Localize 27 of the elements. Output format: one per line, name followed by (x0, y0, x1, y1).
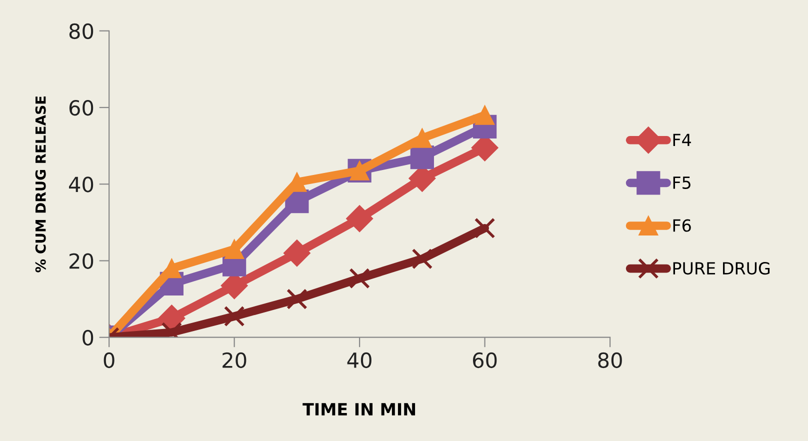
point (412, 248, 433, 270)
point (410, 145, 434, 170)
x-tick-label: 40 (347, 352, 372, 368)
point (346, 205, 374, 232)
y-tick-label: 0 (82, 330, 94, 346)
y-tick-label: 20 (70, 253, 94, 269)
point (224, 306, 245, 327)
y-tick-label: 80 (69, 23, 94, 40)
x-tick-label: 80 (598, 352, 622, 368)
y-tick-label: 40 (69, 176, 94, 192)
point (286, 288, 308, 310)
x-axis-title: TIME IN MIN (302, 403, 416, 416)
legend-label: F4 (673, 134, 691, 146)
legend-label: PURE DRUG (673, 262, 770, 275)
legend-label: F5 (673, 176, 690, 190)
point (283, 240, 310, 267)
x-tick-label: 60 (473, 352, 497, 368)
point (349, 268, 370, 289)
x-tick-label: 0 (104, 352, 114, 368)
y-axis-title: % CUM DRUG RELEASE (35, 96, 46, 272)
point (475, 105, 495, 125)
point (412, 128, 432, 148)
legend-label: F6 (673, 219, 691, 232)
point (224, 240, 244, 259)
x-tick-label: 20 (222, 352, 246, 368)
y-tick-label: 60 (69, 100, 94, 116)
point (474, 218, 496, 239)
